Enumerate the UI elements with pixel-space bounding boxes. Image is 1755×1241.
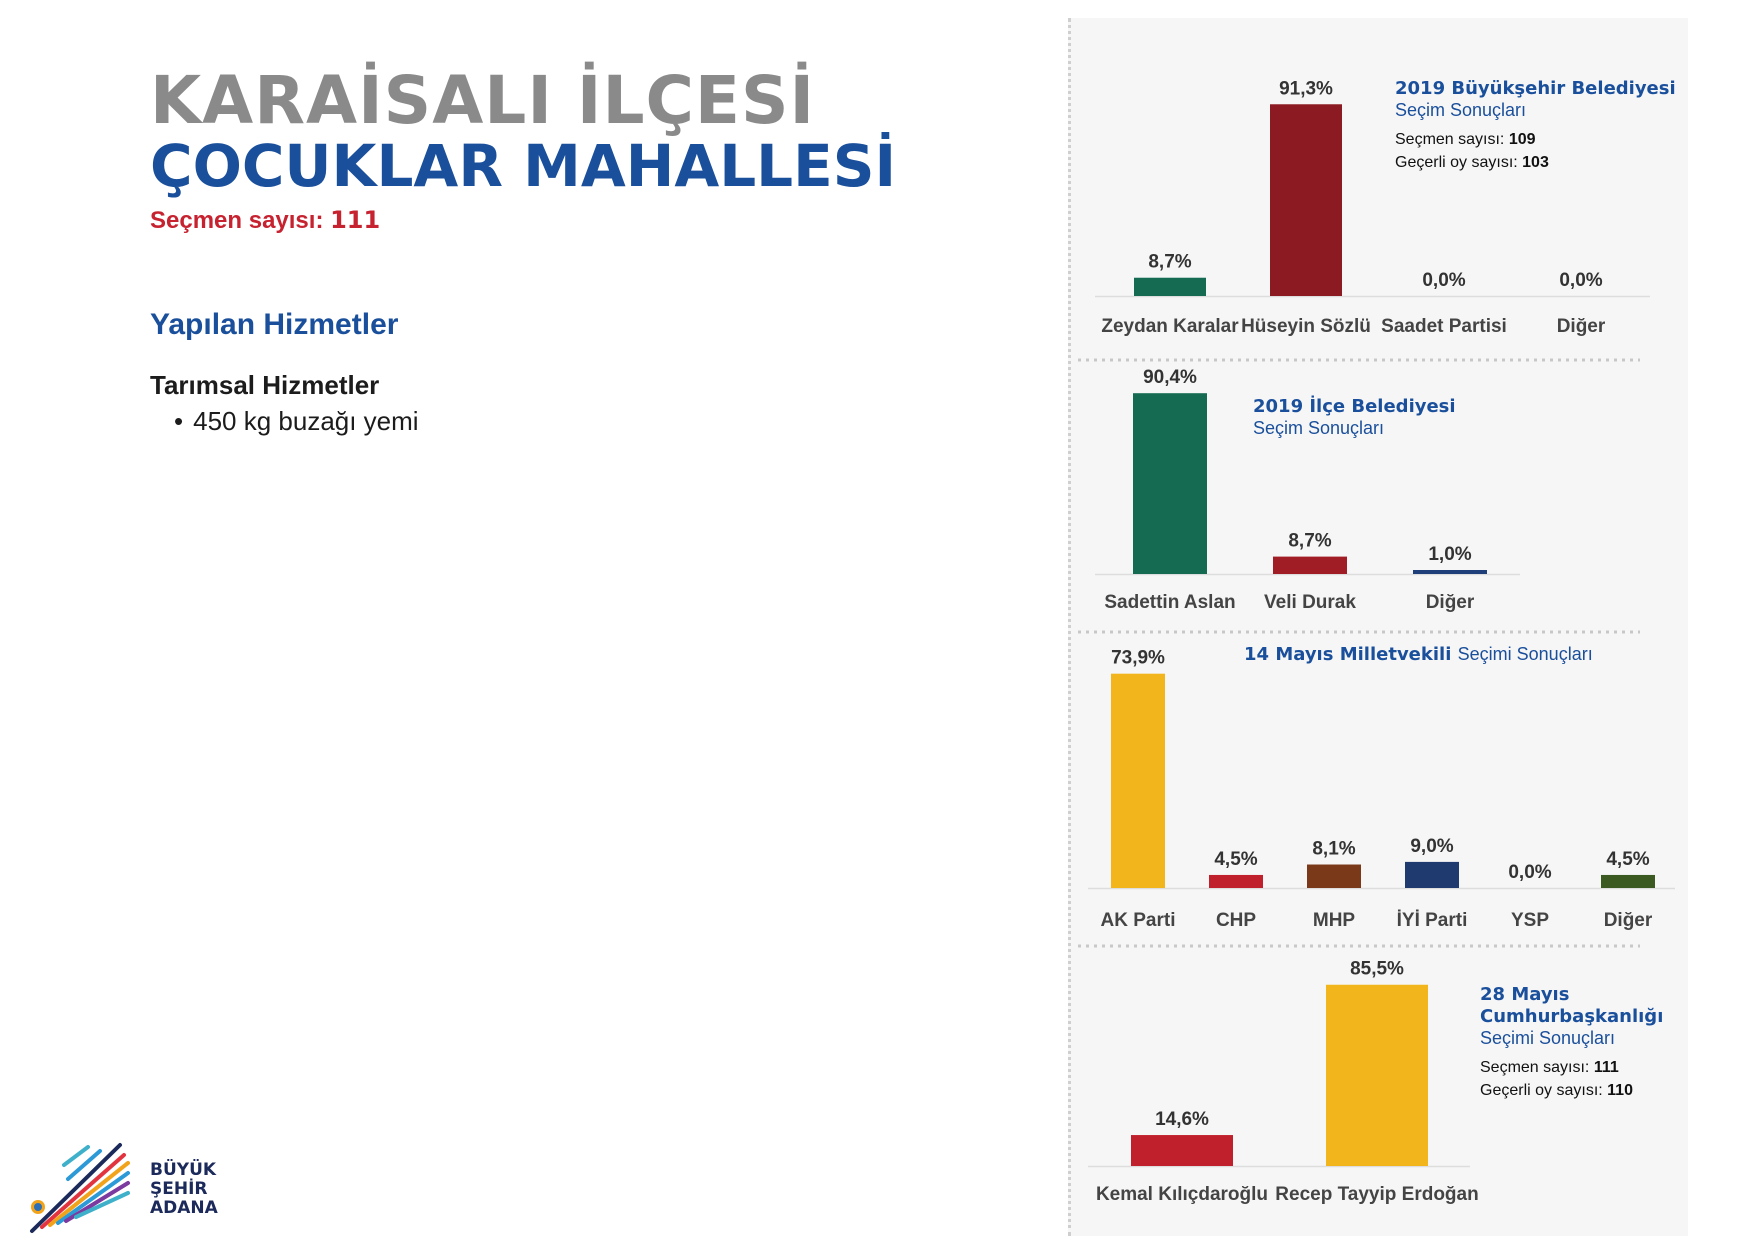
chart-1-info-label: Seçmen sayısı: bbox=[1395, 131, 1509, 148]
chart-1-category-label: Zeydan Karalar bbox=[1101, 316, 1239, 337]
chart-4-info-value: 110 bbox=[1607, 1082, 1633, 1099]
chart-3-bar bbox=[1601, 874, 1655, 888]
chart-2-bar bbox=[1413, 570, 1487, 574]
chart-4-title-line: Cumhurbaşkanlığı bbox=[1480, 1006, 1663, 1027]
chart-2-bar bbox=[1133, 393, 1207, 574]
chart-1-subtitle: Seçim Sonuçları bbox=[1395, 100, 1526, 120]
chart-4-info-value: 111 bbox=[1594, 1059, 1619, 1076]
chart-2-value-label: 90,4% bbox=[1143, 367, 1197, 388]
chart-2-title: 2019 İlçe Belediyesi bbox=[1253, 395, 1456, 417]
chart-4-value-label: 14,6% bbox=[1155, 1109, 1209, 1130]
chart-2-value-label: 1,0% bbox=[1428, 544, 1471, 565]
chart-1-value-label: 0,0% bbox=[1422, 270, 1465, 291]
chart-2-bar bbox=[1273, 556, 1347, 574]
chart-3-title: 14 Mayıs Milletvekili Seçimi Sonuçları bbox=[1244, 644, 1593, 665]
chart-4-value-label: 85,5% bbox=[1350, 959, 1404, 980]
chart-1-category-label: Saadet Partisi bbox=[1381, 316, 1507, 337]
voter-count-value: 111 bbox=[330, 206, 381, 234]
chart-1-info: Seçmen sayısı: 109 bbox=[1395, 131, 1536, 148]
logo-line-2: ŞEHİR bbox=[150, 1179, 208, 1199]
chart-1-info-value: 109 bbox=[1509, 131, 1536, 148]
chart-3-category-label: YSP bbox=[1511, 910, 1549, 931]
chart-4-info-label: Seçmen sayısı: bbox=[1480, 1059, 1594, 1076]
chart-3-value-label: 73,9% bbox=[1111, 648, 1165, 669]
chart-3-value-label: 9,0% bbox=[1410, 836, 1453, 857]
chart-4-subtitle: Seçimi Sonuçları bbox=[1480, 1028, 1615, 1048]
chart-4-bar bbox=[1326, 984, 1428, 1166]
voter-count-label: Seçmen sayısı: bbox=[150, 207, 324, 234]
chart-3-bar bbox=[1209, 874, 1263, 888]
chart-3-value-label: 4,5% bbox=[1606, 849, 1649, 870]
chart-3-value-label: 4,5% bbox=[1214, 849, 1257, 870]
services-category: Tarımsal Hizmetler bbox=[150, 370, 380, 400]
chart-3-bar bbox=[1405, 861, 1459, 888]
chart-3-bar bbox=[1111, 673, 1165, 888]
chart-1-title: 2019 Büyükşehir Belediyesi bbox=[1395, 78, 1676, 99]
chart-1-category-label: Hüseyin Sözlü bbox=[1241, 316, 1371, 337]
chart-2-value-label: 8,7% bbox=[1288, 531, 1331, 552]
chart-4-info: Geçerli oy sayısı: 110 bbox=[1480, 1082, 1633, 1099]
chart-3-category-label: AK Parti bbox=[1101, 910, 1176, 931]
district-title: KARAİSALI İLÇESİ bbox=[150, 62, 816, 139]
chart-4-bar bbox=[1131, 1135, 1233, 1166]
chart-4-category-label: Kemal Kılıçdaroğlu bbox=[1096, 1184, 1268, 1205]
chart-2-category-label: Diğer bbox=[1426, 592, 1475, 613]
chart-3-category-label: CHP bbox=[1216, 910, 1256, 931]
chart-3-category-label: İYİ Parti bbox=[1397, 910, 1468, 931]
chart-3-bar bbox=[1307, 864, 1361, 888]
chart-2-category-label: Sadettin Aslan bbox=[1104, 592, 1235, 613]
chart-1-value-label: 8,7% bbox=[1148, 252, 1191, 273]
voter-count: Seçmen sayısı: 111 bbox=[150, 206, 380, 235]
logo-line-3: ADANA bbox=[150, 1198, 218, 1218]
chart-3-value-label: 8,1% bbox=[1312, 839, 1355, 860]
logo-line-1: BÜYÜK bbox=[150, 1160, 217, 1180]
neighborhood-title: ÇOCUKLAR MAHALLESİ bbox=[150, 132, 897, 200]
chart-3-title-main: 14 Mayıs Milletvekili bbox=[1244, 644, 1458, 665]
chart-1-info: Geçerli oy sayısı: 103 bbox=[1395, 154, 1549, 171]
chart-3-category-label: Diğer bbox=[1604, 910, 1653, 931]
chart-1-info-value: 103 bbox=[1522, 154, 1549, 171]
chart-1-value-label: 0,0% bbox=[1559, 270, 1602, 291]
buyuksehir-adana-logo: BÜYÜK ŞEHİR ADANA bbox=[28, 1135, 218, 1235]
services-list: 450 kg buzağı yemi bbox=[174, 406, 418, 437]
chart-2-category-label: Veli Durak bbox=[1264, 592, 1356, 613]
chart-3-category-label: MHP bbox=[1313, 910, 1356, 931]
chart-1-bar bbox=[1134, 277, 1206, 296]
chart-1-bar bbox=[1270, 104, 1342, 297]
services-heading: Yapılan Hizmetler bbox=[150, 308, 399, 341]
services-item: 450 kg buzağı yemi bbox=[174, 406, 418, 437]
chart-3-subtitle: Seçimi Sonuçları bbox=[1458, 644, 1593, 664]
chart-4-category-label: Recep Tayyip Erdoğan bbox=[1275, 1184, 1478, 1205]
chart-1-category-label: Diğer bbox=[1557, 316, 1606, 337]
chart-3-value-label: 0,0% bbox=[1508, 862, 1551, 883]
chart-1-info-label: Geçerli oy sayısı: bbox=[1395, 154, 1522, 171]
chart-2-subtitle: Seçim Sonuçları bbox=[1253, 418, 1384, 438]
chart-1-value-label: 91,3% bbox=[1279, 78, 1333, 99]
chart-4-info-label: Geçerli oy sayısı: bbox=[1480, 1082, 1607, 1099]
chart-4-info: Seçmen sayısı: 111 bbox=[1480, 1059, 1619, 1076]
logo-stripes-icon bbox=[30, 1143, 130, 1233]
chart-4-title-line: 28 Mayıs bbox=[1480, 984, 1569, 1005]
